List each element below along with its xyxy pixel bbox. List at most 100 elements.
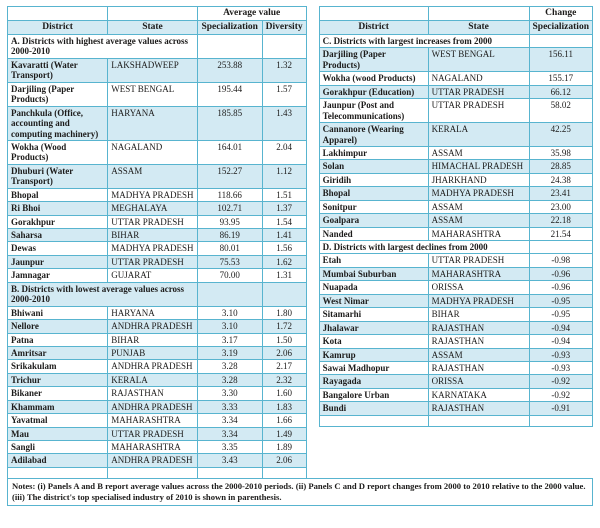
table-row: Rayagada ORISSA -0.92	[318, 374, 593, 389]
value-cell: 22.18	[528, 213, 593, 228]
empty-cell	[107, 5, 198, 22]
table-row: Nanded MAHARASHTRA 21.54	[318, 226, 593, 242]
value-cell: 1.43	[261, 105, 307, 141]
district-cell: Panchkula (Office, accounting and comput…	[6, 105, 109, 141]
table-row: Kota RAJASTHAN -0.94	[318, 334, 593, 349]
state-cell: KARNATAKA	[427, 387, 530, 403]
value-cell: 185.85	[196, 105, 263, 141]
state-cell: BIHAR	[427, 307, 530, 322]
value-cell: 155.17	[528, 71, 593, 86]
table-row: Bhiwani HARYANA 3.10 1.80	[6, 305, 307, 321]
table-row: Etah UTTAR PRADESH -0.98	[318, 253, 593, 268]
table-row: Bhopal MADHYA PRADESH 118.66 1.51	[6, 187, 307, 203]
section-label: A. Districts with highest average values…	[7, 34, 198, 59]
average-value-table: Average value District State Specialization…	[6, 5, 307, 479]
table-row: Bangalore Urban KARNATAKA -0.92	[318, 387, 593, 403]
table-row: Mau UTTAR PRADESH 3.34 1.49	[6, 426, 307, 442]
empty-cell	[261, 34, 307, 59]
empty-cell	[427, 5, 530, 22]
state-cell: KERALA	[107, 372, 198, 388]
table-row: Trichur KERALA 3.28 2.32	[6, 372, 307, 388]
column-header: State	[427, 20, 530, 36]
table-row: Sonitpur ASSAM 23.00	[318, 199, 593, 215]
state-cell: RAJASTHAN	[427, 320, 530, 336]
table-row: Sitamarhi BIHAR -0.95	[318, 307, 593, 322]
district-cell: Gorakhpur (Education)	[318, 84, 429, 100]
table-row: Kamrup ASSAM -0.93	[318, 347, 593, 362]
value-cell: 1.50	[261, 332, 307, 347]
district-cell: Mau	[6, 426, 109, 442]
section-label: D. Districts with largest declines from …	[318, 240, 530, 255]
value-cell: 152.27	[196, 163, 263, 189]
state-cell: MAHARASHTRA	[427, 226, 530, 242]
state-cell: MADHYA PRADESH	[107, 187, 198, 203]
table-row: Wokha (Wood Products) NAGALAND 164.01 2.04	[6, 139, 307, 165]
change-table: Change District State Specialization C. Dist…	[318, 5, 593, 427]
state-cell: RAJASTHAN	[427, 360, 530, 376]
value-cell: 1.89	[261, 440, 307, 455]
state-cell: ASSAM	[427, 199, 530, 215]
district-cell: Saharsa	[6, 228, 109, 243]
empty-cell	[196, 281, 263, 307]
district-cell: Wokha (wood Products)	[318, 71, 429, 86]
group-header-row: Average value	[6, 5, 307, 22]
state-cell: MAHARASHTRA	[427, 266, 530, 282]
value-cell: 3.28	[196, 359, 263, 374]
value-cell: 3.30	[196, 386, 263, 401]
value-cell: 1.51	[261, 187, 307, 203]
table-row: Gorakhpur UTTAR PRADESH 93.95 1.54	[6, 214, 307, 230]
value-cell: 35.98	[528, 145, 593, 161]
district-cell: Trichur	[6, 372, 109, 388]
value-cell: 156.11	[528, 47, 593, 73]
state-cell: RAJASTHAN	[427, 401, 530, 416]
value-cell: 86.19	[196, 228, 263, 243]
table-row: Ri Bhoi MEGHALAYA 102.71 1.37	[6, 201, 307, 216]
table-row: Saharsa BIHAR 86.19 1.41	[6, 228, 307, 243]
state-cell: MAHARASHTRA	[107, 413, 198, 428]
district-cell: Mumbai Suburban	[318, 266, 429, 282]
tables-container: Average value District State Specialization…	[6, 5, 593, 479]
state-cell: BIHAR	[107, 228, 198, 243]
district-cell: Rayagada	[318, 374, 429, 389]
value-cell: -0.92	[528, 374, 593, 389]
district-cell: Bhopal	[6, 187, 109, 203]
district-cell: Sitamarhi	[318, 307, 429, 322]
table-row: Mumbai Suburban MAHARASHTRA -0.96	[318, 266, 593, 282]
spacer-row	[6, 466, 307, 479]
empty-cell	[6, 5, 109, 22]
table-row: Darjiling (Paper Products) WEST BENGAL 195…	[6, 81, 307, 107]
column-header: Diversity	[261, 20, 307, 36]
value-cell: -0.95	[528, 293, 593, 309]
value-cell: 1.54	[261, 214, 307, 230]
district-cell: Jhalawar	[318, 320, 429, 336]
state-cell: MAHARASHTRA	[107, 440, 198, 455]
value-cell: 1.56	[261, 241, 307, 256]
table-row: Dewas MADHYA PRADESH 80.01 1.56	[6, 241, 307, 256]
value-cell: 3.10	[196, 319, 263, 334]
district-cell: Gorakhpur	[6, 214, 109, 230]
spacer-row	[318, 414, 593, 427]
value-cell: 195.44	[196, 81, 263, 107]
state-cell: LAKSHADWEEP	[107, 57, 198, 83]
value-cell: -0.93	[528, 347, 593, 362]
value-cell: 253.88	[196, 57, 263, 83]
state-cell: UTTAR PRADESH	[107, 426, 198, 442]
value-cell: 1.31	[261, 268, 307, 283]
column-header: District	[6, 20, 109, 36]
value-cell: -0.91	[528, 401, 593, 416]
state-cell: MADHYA PRADESH	[427, 186, 530, 201]
state-cell: HARYANA	[107, 105, 198, 141]
district-cell: Lakhimpur	[318, 145, 429, 161]
value-cell: 24.38	[528, 172, 593, 188]
value-cell: -0.94	[528, 320, 593, 336]
table-row: Goalpara ASSAM 22.18	[318, 213, 593, 228]
value-cell: 1.80	[261, 305, 307, 321]
value-cell: 1.32	[261, 57, 307, 83]
value-cell: 3.10	[196, 305, 263, 321]
value-cell: 80.01	[196, 241, 263, 256]
section-header-row: D. Districts with largest declines from …	[318, 240, 593, 255]
table-row: Giridih JHARKHAND 24.38	[318, 172, 593, 188]
value-cell: 2.17	[261, 359, 307, 374]
table-row: Bundi RAJASTHAN -0.91	[318, 401, 593, 416]
value-cell: 23.00	[528, 199, 593, 215]
